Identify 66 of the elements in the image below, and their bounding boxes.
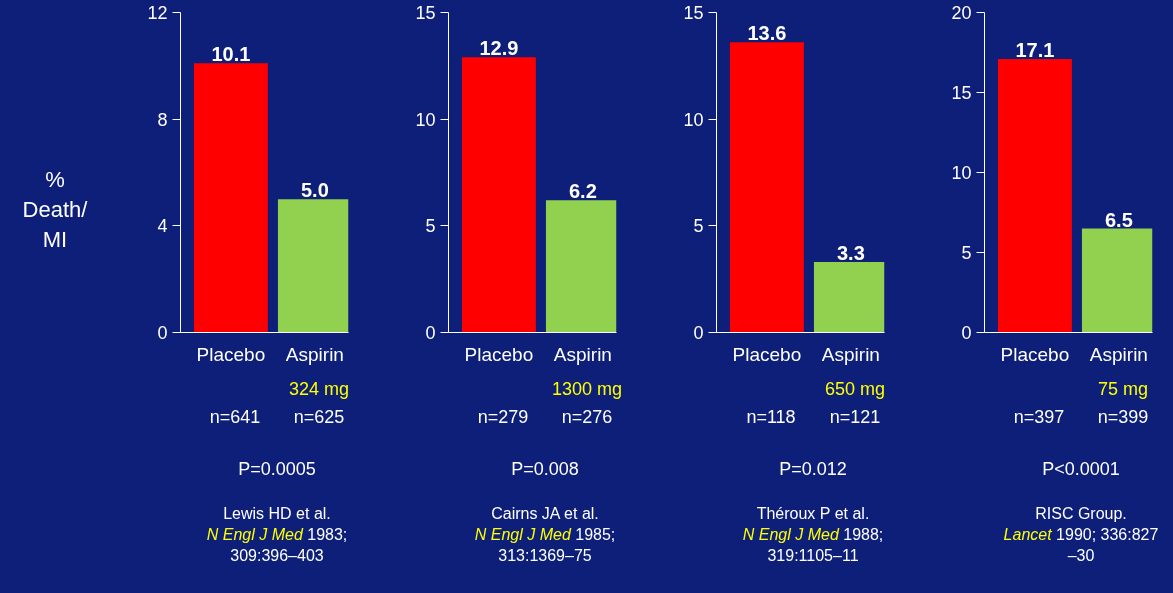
text: n=118	[746, 407, 796, 427]
text: 313:1369–75	[498, 547, 592, 564]
y-axis-title: % Death/ MI	[21, 166, 89, 254]
y-tick-label: 10	[951, 163, 972, 183]
text: 1985;	[575, 526, 616, 543]
text: 75 mg	[1097, 378, 1149, 401]
text: n=121	[829, 407, 881, 427]
text: P<0.0001	[1041, 458, 1121, 481]
x-tick-label: Placebo	[464, 343, 534, 365]
text: 1300 mg	[550, 378, 624, 401]
text: N Engl J Med	[742, 526, 839, 543]
data-label: 17.1	[1015, 38, 1055, 61]
y-tick-label: 10	[415, 109, 436, 130]
x-tick-label: Aspirin	[821, 343, 880, 365]
y-tick-label: 0	[425, 323, 436, 343]
x-tick-label: Placebo	[196, 343, 266, 365]
text: n=625	[293, 407, 345, 427]
data-label: 6.2	[569, 180, 597, 203]
y-tick-label: 12	[147, 3, 168, 23]
text: Lancet	[1003, 526, 1052, 543]
x-tick-label: Aspirin	[285, 343, 344, 365]
data-label: 3.3	[837, 242, 865, 265]
text: n=279	[477, 407, 529, 427]
x-tick-label: Placebo	[732, 343, 802, 365]
text: 1983;	[307, 526, 348, 543]
y-tick-label: 0	[961, 323, 972, 343]
y-tick-label: 5	[693, 216, 704, 237]
y-tick-label: 4	[157, 216, 168, 237]
data-label: 12.9	[479, 37, 519, 60]
y-tick-label: 0	[693, 323, 704, 343]
text: RISC Group.	[1035, 505, 1127, 522]
text: P=0.012	[778, 458, 848, 481]
text: Lewis HD et al.	[223, 505, 331, 522]
text: n=641	[209, 407, 261, 427]
data-label: 5.0	[301, 179, 329, 202]
y-tick-label: 5	[425, 216, 436, 237]
x-tick-label: Placebo	[1000, 343, 1070, 365]
text: Cairns JA et al.	[491, 505, 599, 522]
text: N Engl J Med	[474, 526, 571, 543]
text: Théroux P et al.	[756, 505, 870, 522]
x-tick-label: Aspirin	[553, 343, 612, 365]
y-tick-label: 8	[157, 109, 168, 130]
text: 319:1105–11	[767, 547, 859, 564]
text: n=276	[561, 407, 613, 427]
text: P=0.008	[510, 458, 580, 481]
text: 324 mg	[287, 378, 350, 401]
text: 1990; 336:827	[1056, 526, 1159, 543]
y-tick-label: 20	[951, 3, 972, 23]
y-tick-label: 0	[157, 323, 168, 343]
data-label: 10.1	[211, 43, 251, 66]
x-tick-label: Aspirin	[1089, 343, 1148, 365]
text: n=397	[1013, 407, 1065, 427]
text: P=0.0005	[237, 458, 317, 481]
y-tick-label: 15	[415, 3, 436, 23]
text: –30	[1067, 547, 1095, 564]
y-tick-label: 15	[683, 3, 704, 23]
text: 1988;	[843, 526, 884, 543]
text: 309:396–403	[230, 547, 324, 564]
data-label: 13.6	[747, 22, 787, 45]
y-tick-label: 10	[683, 109, 704, 130]
text: N Engl J Med	[206, 526, 303, 543]
y-tick-label: 5	[961, 243, 972, 263]
text: n=399	[1097, 407, 1149, 427]
y-tick-label: 15	[951, 83, 972, 103]
text: 650 mg	[823, 378, 886, 401]
data-label: 6.5	[1105, 208, 1133, 231]
